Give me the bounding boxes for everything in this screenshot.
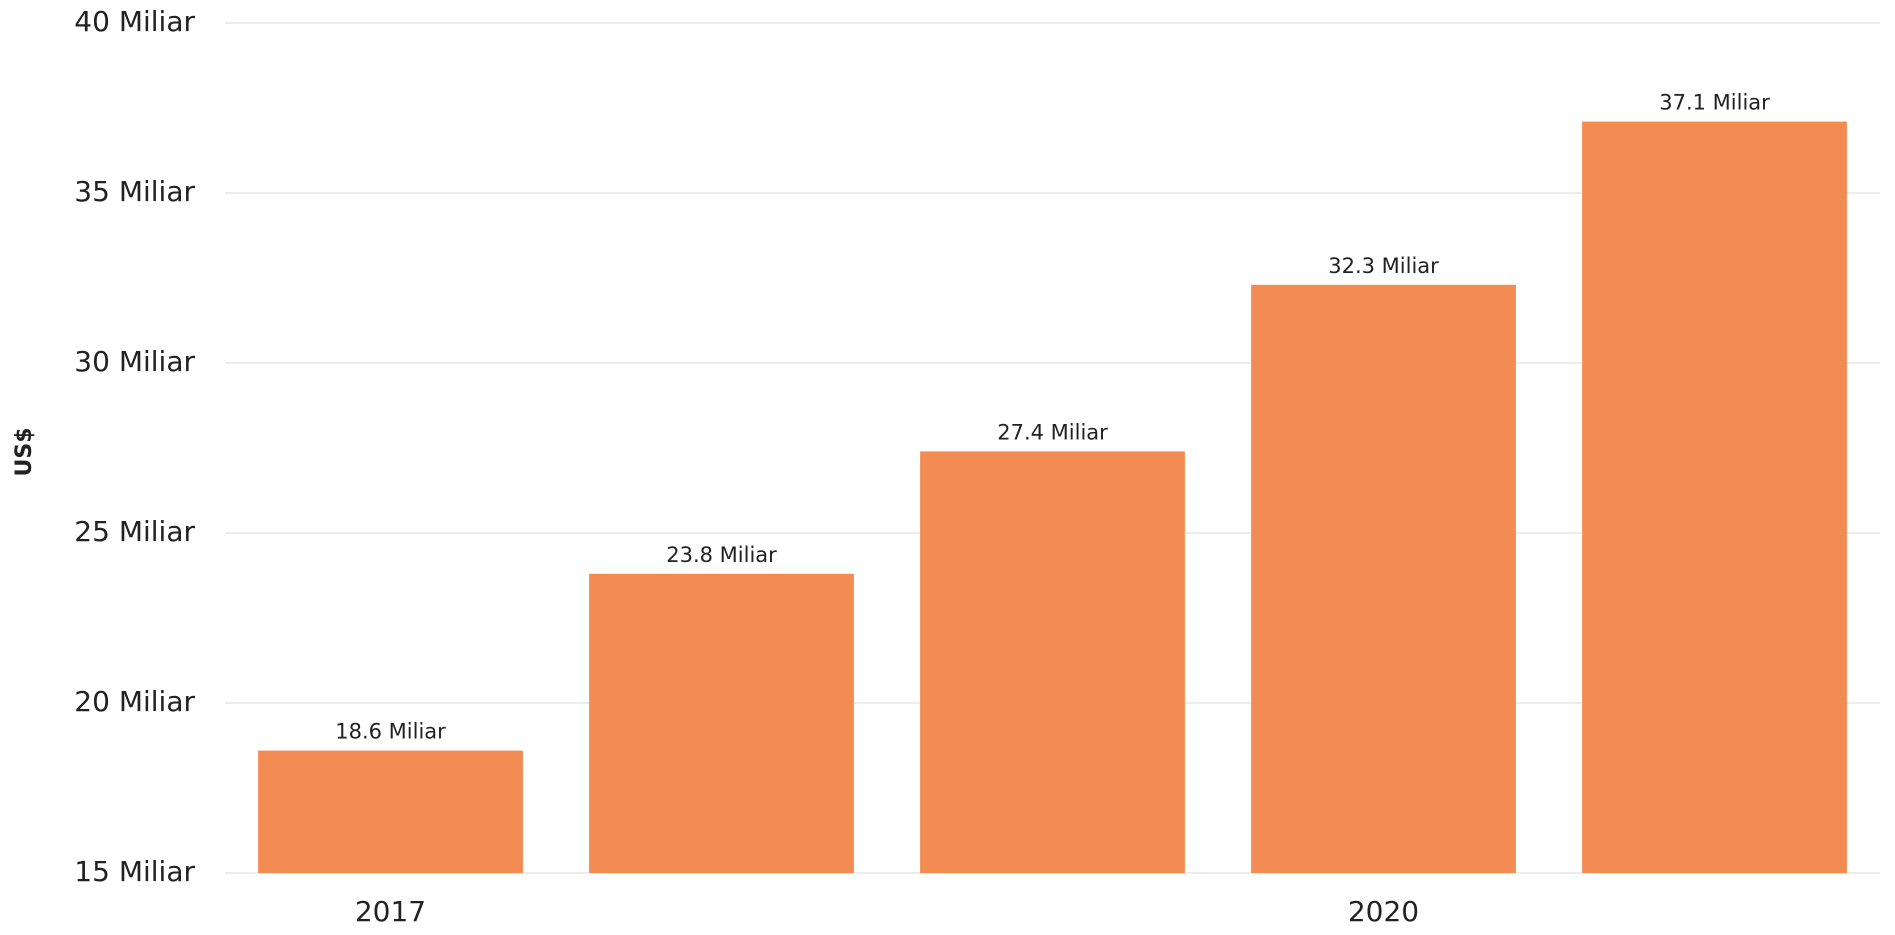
data-label: 27.4 Miliar	[997, 420, 1108, 444]
bar	[258, 750, 523, 873]
data-label: 18.6 Miliar	[335, 720, 446, 744]
data-label: 37.1 Miliar	[1659, 91, 1770, 115]
bar	[1582, 121, 1847, 874]
y-tick-label: 20 Miliar	[74, 685, 195, 718]
data-label: 32.3 Miliar	[1328, 254, 1439, 278]
y-axis-title: US$	[12, 427, 37, 476]
bar	[589, 573, 854, 873]
data-labels: 18.6 Miliar 23.8 Miliar 27.4 Miliar 32.3 Mi…	[335, 91, 1770, 744]
data-label: 23.8 Miliar	[666, 543, 777, 567]
x-tick-label: 2017	[355, 895, 426, 928]
y-tick-label: 25 Miliar	[74, 515, 195, 548]
bar	[920, 451, 1185, 873]
x-tick-label: 2020	[1348, 895, 1419, 928]
bars	[258, 121, 1847, 874]
y-tick-label: 35 Miliar	[74, 175, 195, 208]
y-tick-label: 15 Miliar	[74, 855, 195, 888]
y-tick-label: 40 Miliar	[74, 5, 195, 38]
x-axis-ticks: 2017 2020	[355, 895, 1419, 928]
y-tick-label: 30 Miliar	[74, 345, 195, 378]
y-axis-ticks: 15 Miliar 20 Miliar 25 Miliar 30 Miliar 35 M…	[74, 5, 195, 888]
bar	[1251, 284, 1516, 873]
